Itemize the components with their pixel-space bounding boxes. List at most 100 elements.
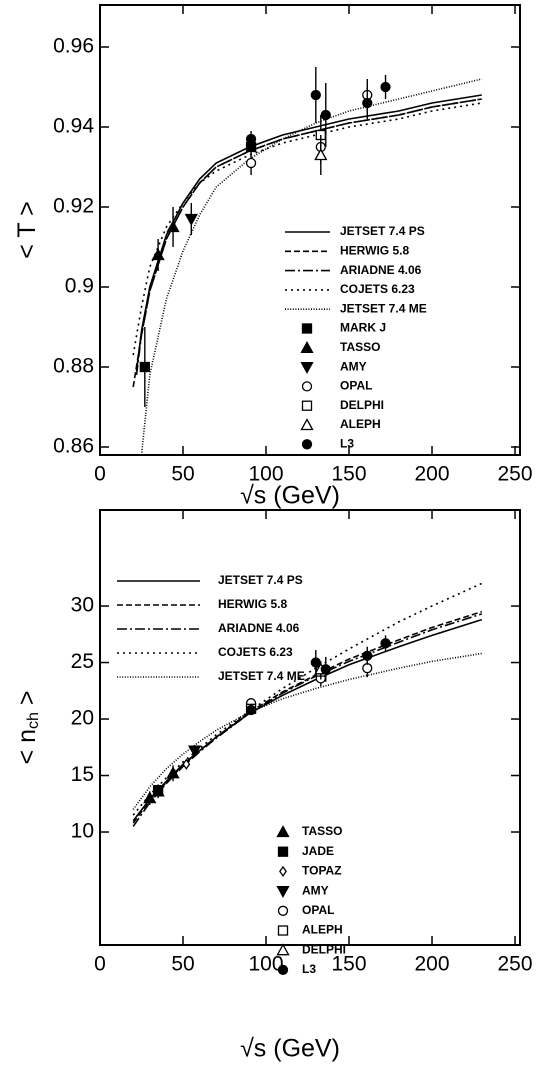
y-axis-label: < nch > xyxy=(13,691,43,765)
legend-label: COJETS 6.23 xyxy=(340,282,415,296)
x-axis-label: √s (GeV) xyxy=(240,1035,340,1063)
model-curve xyxy=(135,94,482,372)
legend-marker xyxy=(276,825,290,838)
legend-label: TASSO xyxy=(340,340,380,354)
marker xyxy=(166,766,180,779)
legend-label: JETSET 7.4 ME xyxy=(340,301,427,315)
legend-label: HERWIG 5.8 xyxy=(218,597,287,611)
legend-label: COJETS 6.23 xyxy=(218,645,293,659)
y-axis-label-main: < T > xyxy=(13,201,41,258)
marker xyxy=(310,89,321,101)
marker xyxy=(320,109,331,121)
marker xyxy=(245,133,257,145)
legend-label: DELPHI xyxy=(302,942,346,956)
y-tick-label: 0.92 xyxy=(53,195,94,218)
legend-marker xyxy=(277,964,289,976)
legend-label: AMY xyxy=(302,883,329,897)
legend-marker xyxy=(300,418,314,431)
y-tick-label: 0.88 xyxy=(53,355,94,378)
legend-label: JADE xyxy=(302,844,334,858)
model-curve xyxy=(132,618,483,822)
legend-label: OPAL xyxy=(302,903,334,917)
legend-label: L3 xyxy=(340,436,354,450)
y-axis-label-sub: ch xyxy=(25,712,42,729)
y-tick-label: 20 xyxy=(71,707,94,730)
legend-marker xyxy=(301,323,313,334)
y-tick-label: 25 xyxy=(71,650,94,673)
marker xyxy=(188,745,202,758)
marker xyxy=(320,664,331,675)
legend-marker xyxy=(301,381,313,392)
marker xyxy=(139,361,150,373)
legend-label: TOPAZ xyxy=(302,864,342,878)
y-tick-label: 0.96 xyxy=(53,35,94,58)
legend-label: HERWIG 5.8 xyxy=(340,243,409,257)
y-axis-label-main: < n xyxy=(13,729,41,764)
x-tick-label: 250 xyxy=(497,463,532,486)
legend-label: MARK J xyxy=(340,321,386,335)
y-axis-label: < T > xyxy=(13,201,41,258)
legend-label: JETSET 7.4 PS xyxy=(340,224,425,238)
marker xyxy=(314,148,328,161)
x-tick-label: 150 xyxy=(331,463,366,486)
x-tick-label: 50 xyxy=(171,463,194,486)
marker xyxy=(143,791,157,804)
model-curve xyxy=(132,610,483,824)
x-tick-label: 200 xyxy=(414,463,449,486)
model-curve xyxy=(132,652,482,810)
marker xyxy=(310,657,321,668)
marker xyxy=(182,758,191,770)
marker xyxy=(151,248,165,261)
x-tick-label: 100 xyxy=(248,953,283,976)
legend-marker xyxy=(277,905,289,916)
legend-label: L3 xyxy=(302,962,316,976)
y-tick-label: 0.94 xyxy=(53,115,94,138)
x-tick-label: 0 xyxy=(94,953,106,976)
y-tick-label: 15 xyxy=(71,763,94,786)
marker xyxy=(362,663,373,674)
x-tick-label: 150 xyxy=(331,953,366,976)
model-curve xyxy=(132,582,483,816)
marker xyxy=(184,213,198,226)
marker xyxy=(166,220,180,233)
y-tick-label: 10 xyxy=(71,820,94,843)
legend-label: TASSO xyxy=(302,824,342,838)
marker xyxy=(380,81,391,93)
x-tick-label: 250 xyxy=(497,953,532,976)
legend-label: JETSET 7.4 ME xyxy=(218,669,305,683)
legend-label: ALEPH xyxy=(302,923,343,937)
model-curve xyxy=(140,78,482,455)
plot-frame xyxy=(99,4,521,456)
legend-marker xyxy=(300,340,314,353)
x-tick-label: 50 xyxy=(171,953,194,976)
x-tick-label: 0 xyxy=(94,463,106,486)
model-curve xyxy=(132,613,483,827)
plot-frame xyxy=(99,509,521,946)
legend-label: ALEPH xyxy=(340,417,381,431)
x-tick-label: 200 xyxy=(414,953,449,976)
legend-label: ARIADNE 4.06 xyxy=(218,621,300,635)
legend-marker xyxy=(276,943,290,956)
legend-label: AMY xyxy=(340,359,367,373)
y-tick-label: 0.9 xyxy=(65,275,94,298)
x-tick-label: 100 xyxy=(248,463,283,486)
legend-marker xyxy=(300,361,314,374)
legend-marker xyxy=(277,925,289,936)
marker xyxy=(152,785,164,796)
marker xyxy=(362,97,373,109)
legend-marker xyxy=(277,846,289,857)
legend-marker xyxy=(279,865,287,878)
legend-marker xyxy=(301,439,313,450)
legend-label: ARIADNE 4.06 xyxy=(340,263,422,277)
marker xyxy=(362,650,373,661)
legend-label: OPAL xyxy=(340,379,372,393)
model-curve xyxy=(135,98,482,376)
x-axis-label: √s (GeV) xyxy=(240,482,340,510)
legend-label: JETSET 7.4 PS xyxy=(218,573,303,587)
y-tick-label: 30 xyxy=(71,594,94,617)
legend-marker xyxy=(301,400,313,411)
marker xyxy=(245,704,257,716)
model-curve xyxy=(132,102,482,356)
